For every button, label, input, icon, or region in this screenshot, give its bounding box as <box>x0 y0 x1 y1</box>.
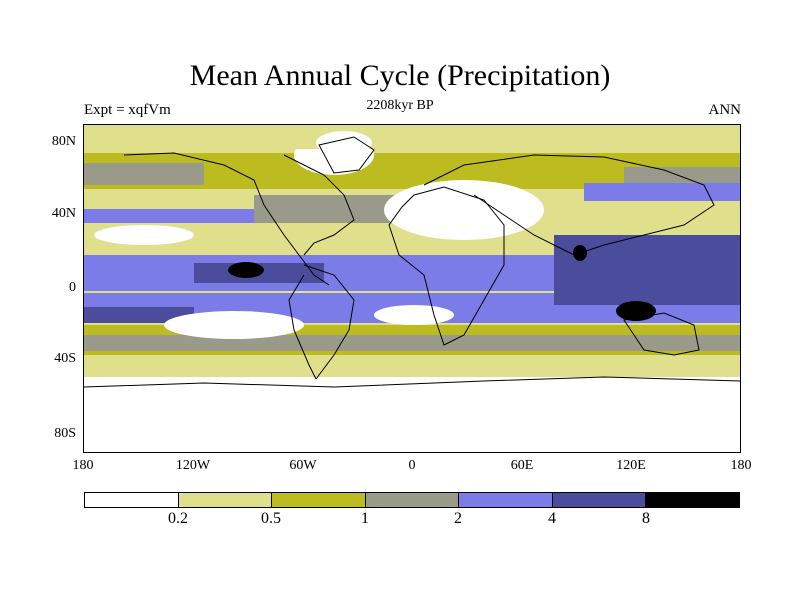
colorbar-swatch <box>272 493 366 507</box>
colorbar-swatch <box>459 493 553 507</box>
colorbar-label: 0.5 <box>261 510 281 527</box>
coastline-antarctica <box>84 376 740 388</box>
lon-label-120e: 120E <box>616 458 646 473</box>
precipitation-map-svg <box>84 125 740 452</box>
map-subtitle: 2208kyr BP <box>366 98 434 113</box>
coastline-australia <box>623 312 700 356</box>
lon-label-180-east: 180 <box>730 458 752 473</box>
coastline-eurasia <box>423 154 715 256</box>
colorbar <box>84 492 740 508</box>
precip-band-arctic <box>84 125 740 149</box>
lat-label-40s: 40S <box>54 351 76 366</box>
colorbar-label: 8 <box>642 510 650 527</box>
coastline-south-america-west <box>288 274 317 380</box>
lon-label-0: 0 <box>408 458 416 473</box>
lat-label-80n: 80N <box>51 134 76 149</box>
coastlines <box>84 136 740 388</box>
lat-label-40n: 40N <box>51 206 76 221</box>
lat-label-80s: 80S <box>54 426 76 441</box>
precip-band-southern-ocean <box>84 335 740 351</box>
lon-label-60w: 60W <box>289 458 317 473</box>
experiment-label: Expt = xqfVm <box>84 102 171 118</box>
season-label: ANN <box>708 102 742 118</box>
dry-zone-sahara <box>384 180 544 240</box>
precipitation-map <box>83 124 741 453</box>
colorbar-label: 2 <box>454 510 462 527</box>
coastline-greenland <box>318 136 375 174</box>
lat-label-0: 0 <box>69 280 76 295</box>
precip-band-spcz-core <box>84 307 194 323</box>
dry-zone-antarctica <box>84 377 740 452</box>
precip-maximum-east-pacific <box>228 262 264 278</box>
precip-band-north-pacific <box>84 163 204 185</box>
colorbar-swatch <box>365 493 460 507</box>
coastline-north-america-east <box>283 154 355 256</box>
colorbar-swatch <box>85 493 179 507</box>
map-title: Mean Annual Cycle (Precipitation) <box>189 59 611 92</box>
colorbar-swatch <box>646 493 740 507</box>
dry-zone-north-pacific-subtropics <box>94 225 194 245</box>
dry-zone-greenland-north <box>316 131 372 155</box>
coastline-south-america-east <box>303 264 355 380</box>
dry-zone-south-atlantic <box>374 305 454 325</box>
lon-label-180-west: 180 <box>72 458 94 473</box>
colorbar-swatch <box>178 493 273 507</box>
colorbar-swatch <box>552 493 647 507</box>
precip-band-north-pacific-blue <box>84 209 254 223</box>
colorbar-label: 4 <box>548 510 556 527</box>
dry-zone-southeast-pacific <box>164 311 304 339</box>
colorbar-label: 0.2 <box>168 510 188 527</box>
lon-label-120w: 120W <box>175 458 211 473</box>
precip-band-maritime-continent <box>554 235 740 305</box>
coastline-north-america-west <box>123 152 330 286</box>
colorbar-label: 1 <box>361 510 369 527</box>
precip-band-kuroshio-blue <box>584 183 740 201</box>
lon-label-60e: 60E <box>510 458 534 473</box>
